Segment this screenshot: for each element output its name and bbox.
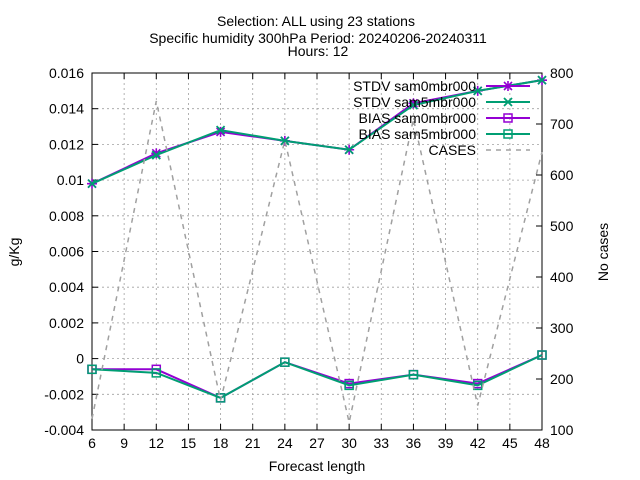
y2-axis-label: No cases bbox=[595, 223, 611, 281]
data-point bbox=[473, 86, 483, 96]
y2-tick-label: 400 bbox=[550, 269, 574, 285]
legend-label: CASES bbox=[429, 142, 476, 158]
x-tick-label: 9 bbox=[120, 435, 128, 451]
y-tick-label: 0 bbox=[76, 351, 84, 367]
series-line bbox=[91, 354, 543, 399]
grid bbox=[92, 73, 542, 430]
legend-entry: STDV sam0mbr000 bbox=[353, 78, 530, 94]
x-tick-label: 18 bbox=[213, 435, 229, 451]
chart-title: Selection: ALL using 23 stations Specifi… bbox=[149, 13, 487, 59]
data-point bbox=[151, 148, 162, 159]
title-line-3: Hours: 12 bbox=[288, 43, 349, 59]
data-point bbox=[215, 126, 226, 137]
x-tick-label: 6 bbox=[88, 435, 96, 451]
x-tick-label: 12 bbox=[148, 435, 164, 451]
data-point bbox=[408, 98, 419, 109]
x-tick-label: 39 bbox=[438, 435, 454, 451]
x-tick-label: 33 bbox=[373, 435, 389, 451]
data-point bbox=[280, 136, 290, 146]
data-point bbox=[408, 100, 419, 110]
data-point bbox=[87, 179, 97, 189]
x-tick-label: 15 bbox=[181, 435, 197, 451]
series-1 bbox=[87, 75, 547, 189]
plot-frame bbox=[91, 72, 543, 431]
x-tick-label: 42 bbox=[470, 435, 486, 451]
legend-label: STDV sam0mbr000 bbox=[353, 78, 476, 94]
data-point bbox=[537, 75, 547, 85]
data-point bbox=[215, 125, 226, 135]
y2-tick-label: 300 bbox=[550, 320, 574, 336]
data-point bbox=[344, 380, 354, 391]
legend-label: STDV sam5mbr000 bbox=[353, 94, 476, 110]
y2-tick-label: 800 bbox=[550, 65, 574, 81]
series-line bbox=[91, 100, 543, 423]
x-tick-label: 45 bbox=[502, 435, 518, 451]
axes: 6 9 12 15 18 21 24 27 30 33 36 39 42 45 48 -0.004 -0.002… bbox=[44, 65, 573, 451]
y-tick-label: -0.004 bbox=[44, 422, 84, 438]
y-tick-label: 0.014 bbox=[49, 101, 84, 117]
data-point bbox=[215, 393, 226, 403]
x-axis-label: Forecast length bbox=[269, 458, 366, 474]
y2-tick-label: 500 bbox=[550, 218, 574, 234]
y2-tick-label: 700 bbox=[550, 116, 574, 132]
legend-label: BIAS sam0mbr000 bbox=[359, 110, 477, 126]
y-tick-label: 0.004 bbox=[49, 279, 84, 295]
legend-entry: STDV sam5mbr000 bbox=[353, 94, 530, 110]
series-3 bbox=[87, 350, 547, 403]
x-tick-label: 30 bbox=[341, 435, 357, 451]
y-tick-label: 0.002 bbox=[49, 315, 84, 331]
data-point bbox=[151, 368, 162, 378]
legend-entry: BIAS sam5mbr000 bbox=[359, 126, 530, 142]
x-tick-label: 27 bbox=[309, 435, 325, 451]
y-tick-label: 0.008 bbox=[49, 208, 84, 224]
x-tick-label: 48 bbox=[534, 435, 550, 451]
data-point bbox=[503, 81, 513, 91]
x-tick-label: 21 bbox=[245, 435, 261, 451]
series-layer bbox=[87, 75, 547, 423]
y-tick-label: 0.006 bbox=[49, 244, 84, 260]
data-point bbox=[503, 97, 513, 107]
y2-tick-label: 600 bbox=[550, 167, 574, 183]
data-point bbox=[280, 357, 290, 367]
title-line-1: Selection: ALL using 23 stations bbox=[217, 13, 415, 29]
data-point bbox=[408, 369, 419, 380]
legend-entry: CASES bbox=[429, 142, 530, 158]
y-tick-label: -0.002 bbox=[44, 386, 84, 402]
y-tick-label: 0.016 bbox=[49, 65, 84, 81]
data-point bbox=[537, 350, 547, 360]
y-axis-label: g/Kg bbox=[6, 238, 22, 267]
legend-entry: BIAS sam0mbr000 bbox=[359, 110, 530, 126]
title-line-2: Specific humidity 300hPa Period: 2024020… bbox=[149, 30, 487, 46]
y2-tick-label: 100 bbox=[550, 422, 574, 438]
data-point bbox=[503, 113, 513, 123]
data-point bbox=[151, 150, 161, 160]
x-tick-label: 24 bbox=[277, 435, 293, 451]
series-line bbox=[91, 79, 543, 185]
data-point bbox=[344, 145, 354, 155]
series-4 bbox=[91, 100, 543, 423]
legend-label: BIAS sam5mbr000 bbox=[359, 126, 477, 142]
x-tick-label: 36 bbox=[406, 435, 422, 451]
y-tick-label: 0.01 bbox=[57, 172, 84, 188]
y-tick-label: 0.012 bbox=[49, 136, 84, 152]
data-point bbox=[503, 129, 513, 139]
y2-tick-label: 200 bbox=[550, 371, 574, 387]
data-point bbox=[87, 364, 97, 375]
